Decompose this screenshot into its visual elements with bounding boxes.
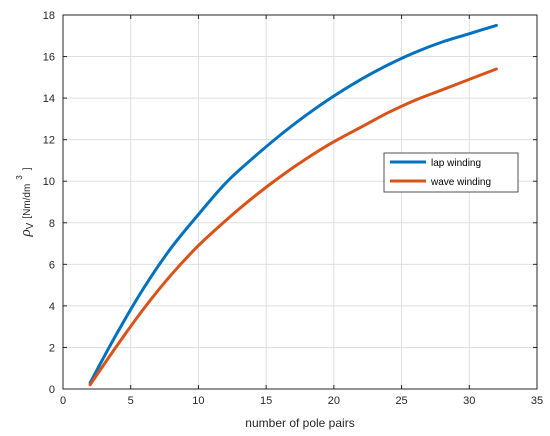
y-tick-label: 2 — [49, 342, 55, 354]
y-tick-label: 18 — [43, 10, 55, 22]
legend: lap winding wave winding — [383, 152, 519, 193]
svg-text:ρV[Nm/dm3]: ρV [Nm/dm 3] — [15, 167, 36, 237]
series-line-lap-winding — [88, 23, 498, 385]
y-tick-label: 14 — [43, 93, 55, 105]
plot-area — [63, 15, 537, 389]
y-label-unit-close: ] — [22, 167, 33, 170]
y-tick-label: 8 — [49, 218, 55, 230]
series-line-wave-winding — [88, 67, 498, 387]
y-label-unit: [Nm/dm — [22, 184, 33, 219]
y-axis-label: ρV [Nm/dm 3] — [15, 167, 36, 237]
y-label-unit-superscript: 3 — [15, 175, 24, 180]
x-tick-label: 15 — [260, 395, 272, 407]
legend-label-lap-winding: lap winding — [431, 158, 481, 169]
y-tick-label: 12 — [43, 135, 55, 147]
y-tick-label: 16 — [43, 52, 55, 64]
plot-frame — [62, 14, 538, 390]
legend-label-wave-winding: wave winding — [430, 177, 491, 188]
x-axis-label: number of pole pairs — [245, 416, 354, 430]
y-tick-label: 0 — [49, 384, 55, 396]
x-tick-label: 30 — [463, 395, 475, 407]
x-ticks: 0 5 10 15 20 25 30 35 — [60, 15, 543, 407]
y-tick-label: 10 — [43, 176, 55, 188]
legend-box — [383, 152, 519, 193]
y-label-symbol: ρ — [18, 229, 34, 237]
y-label-subscript: V — [25, 222, 36, 229]
x-tick-label: 10 — [192, 395, 204, 407]
x-tick-label: 25 — [395, 395, 407, 407]
y-tick-label: 6 — [49, 259, 55, 271]
series-lines — [88, 23, 498, 387]
x-tick-label: 5 — [128, 395, 134, 407]
y-ticks: 0 2 4 6 8 10 12 14 16 18 — [43, 10, 537, 396]
x-tick-label: 0 — [60, 395, 66, 407]
x-tick-label: 35 — [531, 395, 543, 407]
x-tick-label: 20 — [328, 395, 340, 407]
y-tick-label: 4 — [49, 301, 55, 313]
